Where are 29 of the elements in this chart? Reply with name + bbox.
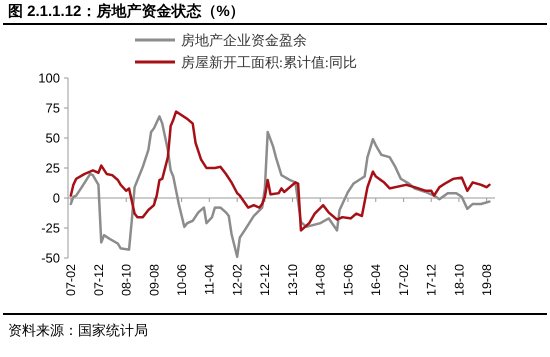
x-tick-label: 18-10 bbox=[452, 264, 466, 296]
x-tick-label: 10-06 bbox=[174, 264, 189, 296]
x-tick-label: 12-12 bbox=[258, 264, 272, 296]
x-tick-label: 07-12 bbox=[92, 264, 106, 296]
y-tick-label: 100 bbox=[38, 70, 60, 86]
y-tick-label: 50 bbox=[46, 130, 60, 146]
x-tick-label: 13-10 bbox=[286, 264, 300, 296]
y-tick-label: -25 bbox=[41, 220, 60, 236]
chart-title: 图 2.1.1.12：房地产资金状态（%） bbox=[8, 2, 245, 20]
legend-label: 房屋新开工面积:累计值:同比 bbox=[181, 54, 357, 71]
x-tick-label: 14-08 bbox=[314, 264, 328, 296]
x-tick-label: 16-04 bbox=[369, 264, 384, 296]
x-tick-label: 08-10 bbox=[120, 264, 134, 296]
legend-label: 房地产企业资金盈余 bbox=[181, 32, 307, 49]
text: 资料来源：国家统计局 bbox=[8, 322, 148, 338]
line-series bbox=[70, 115, 491, 258]
y-tick-label: 25 bbox=[46, 160, 60, 176]
x-tick-label: 19-08 bbox=[480, 264, 494, 296]
x-tick-label: 15-06 bbox=[341, 264, 356, 296]
line-series bbox=[70, 110, 491, 232]
x-tick-label: 09-08 bbox=[147, 264, 162, 296]
x-tick-label: 07-02 bbox=[64, 264, 78, 296]
x-tick-label: 17-12 bbox=[424, 264, 439, 296]
x-tick-label: 17-02 bbox=[397, 264, 411, 296]
y-tick-label: 75 bbox=[46, 100, 60, 116]
y-tick-label: 0 bbox=[52, 190, 60, 206]
x-tick-label: 11-04 bbox=[202, 264, 217, 296]
y-tick-label: -50 bbox=[41, 250, 60, 266]
x-tick-label: 12-02 bbox=[230, 264, 245, 296]
